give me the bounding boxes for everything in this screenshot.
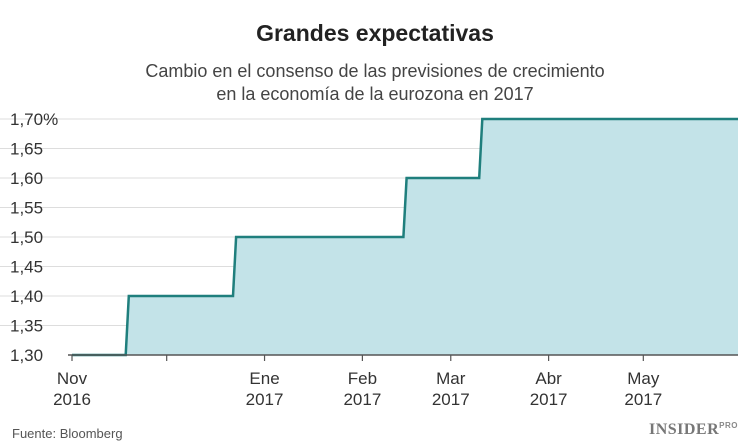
chart-subtitle: Cambio en el consenso de las previsiones… [0, 60, 750, 106]
x-tick-label-year: 2017 [246, 390, 284, 409]
y-tick-label: 1,55 [10, 199, 43, 218]
x-tick-label-year: 2017 [343, 390, 381, 409]
subtitle-line-1: Cambio en el consenso de las previsiones… [145, 61, 605, 81]
y-tick-label: 1,35 [10, 317, 43, 336]
x-tick-label-month: Ene [249, 369, 279, 388]
x-tick-label-month: Feb [348, 369, 377, 388]
x-axis: Nov 2016 Ene 2017 Feb 2017 Mar 2017 Abr 2017 May 20… [53, 354, 738, 409]
x-tick-label-year: 2017 [432, 390, 470, 409]
subtitle-line-2: en la economía de la eurozona en 2017 [216, 84, 534, 104]
y-tick-label: 1,65 [10, 140, 43, 159]
area-fill [72, 119, 738, 355]
x-tick-label-month: May [627, 369, 660, 388]
y-tick-label: 1,60 [10, 169, 43, 188]
y-tick-label: 1,50 [10, 228, 43, 247]
brand-sup: PRO [719, 421, 738, 430]
x-tick-label-year: 2017 [530, 390, 568, 409]
source-note: Fuente: Bloomberg [12, 426, 123, 441]
brand-name: INSIDER [648, 421, 720, 438]
x-tick-label-month: Abr [535, 369, 562, 388]
x-tick-label-month: Mar [436, 369, 466, 388]
y-axis: 1,70% 1,65 1,60 1,55 1,50 1,45 1,40 1,35 1,30 [10, 110, 58, 365]
y-tick-label: 1,70% [10, 110, 58, 129]
x-tick-label-year: 2016 [53, 390, 91, 409]
series-line [72, 117, 738, 357]
y-tick-label: 1,40 [10, 287, 43, 306]
x-tick-label-year: 2017 [624, 390, 662, 409]
brand-logo: INSIDERPRO [649, 421, 738, 439]
y-tick-label: 1,45 [10, 258, 43, 277]
x-tick-label-month: Nov [57, 369, 88, 388]
y-tick-label: 1,30 [10, 346, 43, 365]
chart-title: Grandes expectativas [256, 20, 494, 46]
